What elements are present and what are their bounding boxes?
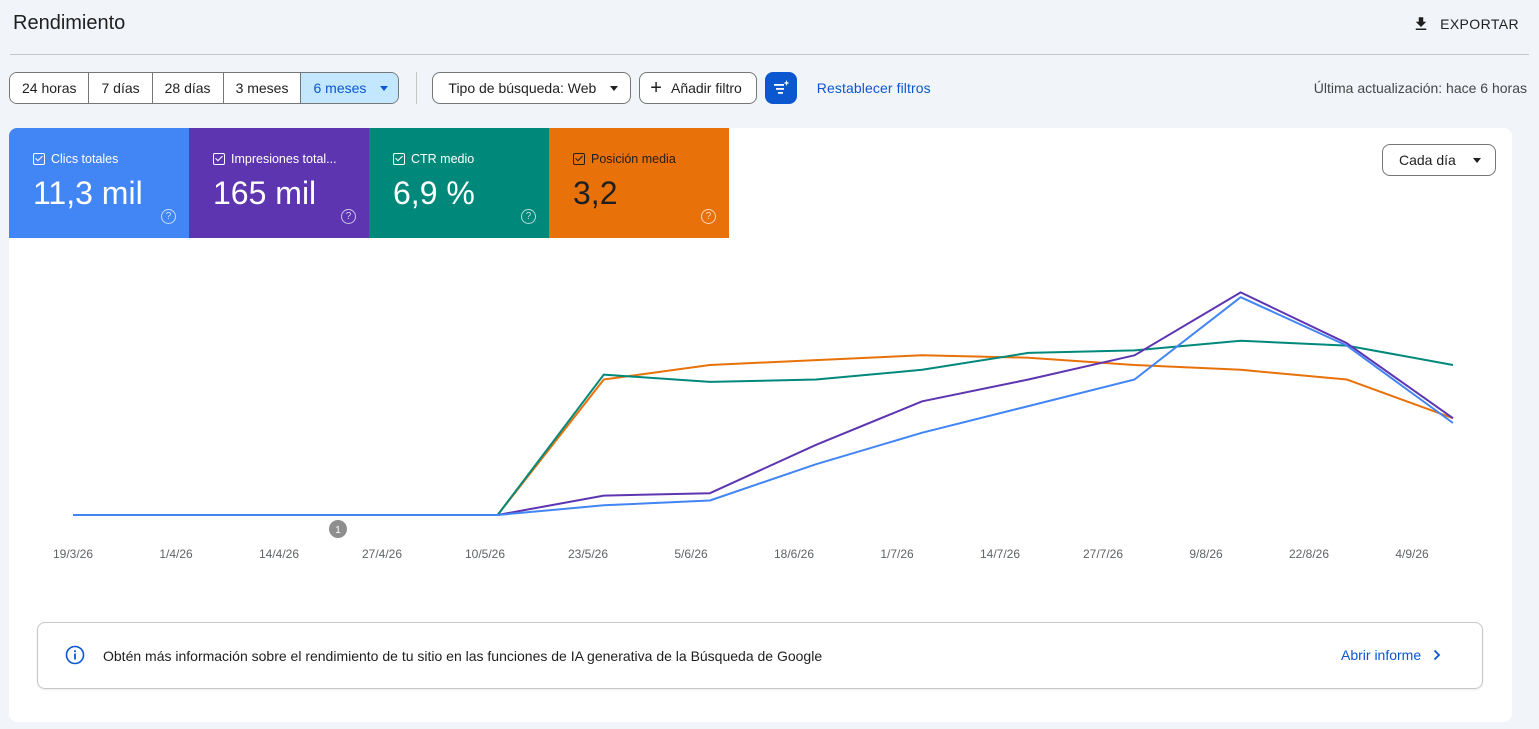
annotation-marker-circle: [329, 520, 347, 538]
help-icon[interactable]: ?: [341, 209, 356, 224]
search-type-label: Tipo de búsqueda: Web: [448, 80, 597, 96]
series-line: [73, 354, 1454, 516]
date-range-selector: 24 horas 7 días 28 días 3 meses 6 meses: [9, 72, 400, 104]
annotation-marker-label: 1: [335, 525, 341, 536]
reset-filters-link[interactable]: Restablecer filtros: [816, 80, 931, 96]
checkbox-checked-icon: [33, 153, 45, 165]
last-update-text: Última actualización: hace 6 horas: [1313, 80, 1527, 96]
x-axis-tick-label: 1/7/26: [880, 547, 914, 561]
ai-info-banner: Obtén más información sobre el rendimien…: [37, 622, 1483, 689]
range-24h-button[interactable]: 24 horas: [10, 73, 90, 103]
add-filter-label: Añadir filtro: [670, 80, 742, 96]
x-axis-tick-label: 14/7/26: [980, 547, 1020, 561]
x-axis-tick-label: 5/6/26: [674, 547, 708, 561]
metric-position-label: Posición media: [591, 152, 676, 166]
x-axis-tick-label: 23/5/26: [568, 547, 608, 561]
banner-text: Obtén más información sobre el rendimien…: [103, 648, 823, 664]
metric-average-ctr[interactable]: CTR medio 6,9 % ?: [369, 128, 549, 238]
granularity-label: Cada día: [1399, 152, 1456, 168]
help-icon[interactable]: ?: [161, 209, 176, 224]
download-icon: [1415, 17, 1427, 30]
open-report-label: Abrir informe: [1341, 647, 1422, 663]
performance-chart[interactable]: 19/3/26 1/4/26 14/4/26 27/4/26 10/5/26 23/5/2…: [9, 238, 1512, 578]
help-icon[interactable]: ?: [521, 209, 536, 224]
metric-ctr-value: 6,9 %: [393, 175, 475, 211]
metric-ctr-label: CTR medio: [411, 152, 475, 166]
toolbar-separator: [416, 72, 418, 104]
sparkle-filter-icon: [773, 80, 790, 94]
chevron-down-icon: [380, 85, 389, 91]
metric-impressions-label: Impresiones total...: [231, 152, 337, 166]
range-6m-button[interactable]: 6 meses: [301, 73, 399, 103]
metric-clicks-value: 11,3 mil: [33, 175, 143, 211]
metric-clicks-label-row: Clics totales: [33, 152, 118, 166]
x-axis-tick-label: 18/6/26: [774, 547, 814, 561]
metric-position-value: 3,2: [573, 175, 618, 211]
add-filter-button[interactable]: + Añadir filtro: [639, 72, 757, 104]
metric-clicks-label: Clics totales: [51, 152, 119, 166]
range-28d-button[interactable]: 28 días: [152, 73, 224, 103]
page-header: Rendimiento EXPORTAR: [0, 0, 1539, 56]
plus-icon: +: [650, 77, 662, 99]
x-axis-tick-label: 27/7/26: [1083, 547, 1123, 561]
x-axis-tick-label: 14/4/26: [259, 547, 299, 561]
series-line: [73, 296, 1454, 516]
checkbox-checked-icon: [573, 153, 585, 165]
metric-position-label-row: Posición media: [573, 152, 676, 166]
range-7d-button[interactable]: 7 días: [89, 73, 153, 103]
metric-total-clicks[interactable]: Clics totales 11,3 mil ?: [9, 128, 189, 238]
info-icon: [65, 645, 85, 665]
granularity-dropdown[interactable]: Cada día: [1382, 144, 1496, 176]
x-axis-tick-label: 19/3/26: [53, 547, 93, 561]
range-6m-label: 6 meses: [313, 80, 367, 96]
checkbox-checked-icon: [393, 153, 405, 165]
chevron-right-icon: [1434, 649, 1441, 661]
checkbox-checked-icon: [213, 153, 225, 165]
metric-impressions-label-row: Impresiones total...: [213, 152, 337, 166]
header-divider: [10, 54, 1529, 55]
open-report-link[interactable]: Abrir informe: [1341, 647, 1441, 663]
x-axis-tick-label: 27/4/26: [362, 547, 402, 561]
x-axis-tick-label: 1/4/26: [159, 547, 193, 561]
annotation-marker[interactable]: 1: [329, 520, 347, 538]
x-axis-tick-label: 10/5/26: [465, 547, 505, 561]
performance-card: Clics totales 11,3 mil ? Impresiones tot…: [9, 128, 1512, 722]
metric-impressions-value: 165 mil: [213, 175, 317, 211]
search-type-dropdown[interactable]: Tipo de búsqueda: Web: [432, 72, 632, 104]
range-3m-button[interactable]: 3 meses: [223, 73, 302, 103]
series-line: [73, 339, 1454, 516]
chevron-down-icon: [1473, 158, 1481, 163]
chevron-down-icon: [610, 85, 619, 91]
metric-total-impressions[interactable]: Impresiones total... 165 mil ?: [189, 128, 369, 238]
metric-ctr-label-row: CTR medio: [393, 152, 474, 166]
x-axis-tick-label: 4/9/26: [1395, 547, 1429, 561]
x-axis-tick-label: 22/8/26: [1289, 547, 1329, 561]
export-label: EXPORTAR: [1440, 16, 1519, 32]
export-button[interactable]: EXPORTAR: [1412, 12, 1519, 36]
page-title: Rendimiento: [13, 12, 126, 34]
x-axis-tick-label: 9/8/26: [1189, 547, 1223, 561]
ai-filter-button[interactable]: [764, 72, 797, 104]
help-icon[interactable]: ?: [701, 209, 716, 224]
filter-toolbar: 24 horas 7 días 28 días 3 meses 6 meses …: [9, 72, 931, 104]
metric-average-position[interactable]: Posición media 3,2 ?: [549, 128, 729, 238]
